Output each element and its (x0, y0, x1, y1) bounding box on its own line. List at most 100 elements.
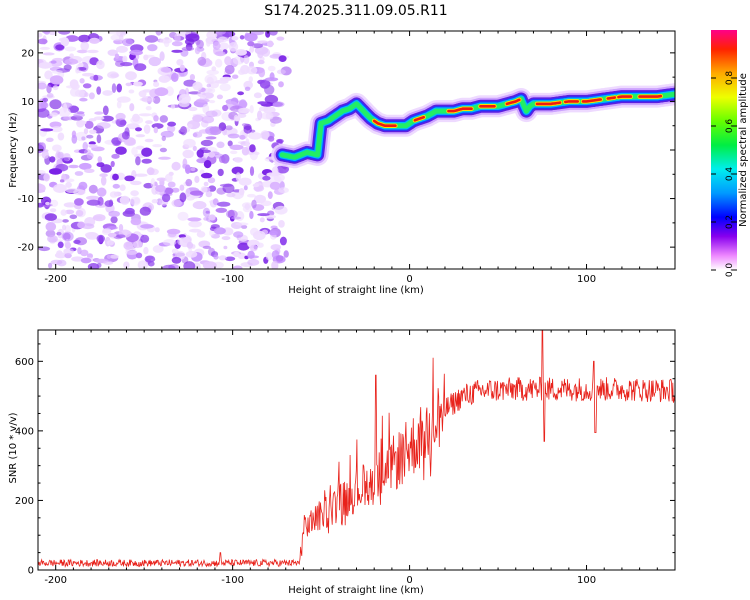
x-tick-label: 0 (406, 274, 412, 285)
noise-blob (114, 53, 120, 59)
noise-blob (45, 222, 57, 232)
ridge-peak-8 (606, 96, 617, 100)
noise-blob (38, 82, 47, 90)
noise-blob (170, 104, 176, 110)
noise-blob (144, 138, 154, 143)
noise-blob (247, 250, 255, 259)
noise-blob (189, 228, 202, 233)
noise-blob (179, 184, 185, 191)
noise-blob (206, 69, 219, 75)
noise-blob (96, 134, 102, 144)
noise-blob (70, 83, 80, 90)
noise-blob (252, 183, 260, 188)
noise-blob (78, 62, 84, 68)
noise-blob (205, 136, 217, 140)
noise-blob (110, 216, 118, 224)
noise-blob (116, 96, 131, 103)
noise-blob (253, 92, 262, 99)
ridge-peak-10 (638, 94, 663, 98)
noise-blob (69, 87, 80, 97)
noise-blob (110, 160, 115, 168)
noise-blob (144, 255, 156, 263)
noise-blob (257, 40, 269, 44)
noise-blob (265, 214, 277, 219)
noise-blob (231, 36, 239, 41)
noise-blob (206, 83, 211, 88)
noise-blob (218, 155, 226, 163)
noise-blob (180, 126, 187, 136)
noise-blob (219, 42, 230, 50)
noise-blob (165, 86, 174, 97)
noise-blob (190, 190, 204, 196)
noise-blob (181, 46, 195, 51)
noise-blob (84, 168, 95, 173)
noise-blob (116, 83, 122, 93)
snr-x-label: Height of straight line (km) (288, 585, 424, 596)
noise-blob (215, 207, 228, 213)
noise-blob (183, 261, 196, 269)
y-tick-label: -10 (18, 194, 34, 205)
noise-blob (93, 74, 99, 81)
noise-blob (269, 181, 281, 190)
noise-blob (143, 54, 155, 58)
noise-blob (133, 81, 143, 87)
noise-blob (246, 66, 258, 75)
noise-blob (171, 187, 180, 193)
noise-blob (82, 141, 88, 151)
noise-blob (241, 123, 248, 127)
noise-blob (238, 188, 245, 196)
noise-blob (200, 186, 208, 193)
noise-blob (140, 224, 154, 229)
noise-blob (244, 32, 258, 42)
noise-blob (80, 257, 92, 264)
noise-blob (217, 201, 231, 207)
noise-blob (164, 187, 174, 195)
noise-blob (138, 113, 152, 117)
noise-blob (129, 49, 143, 56)
noise-blob (156, 177, 167, 182)
noise-blob (38, 153, 43, 157)
noise-blob (162, 264, 176, 269)
noise-blob (212, 198, 219, 206)
noise-blob (279, 236, 287, 246)
noise-blob (77, 49, 87, 54)
noise-blob (171, 72, 179, 82)
noise-blob (134, 63, 147, 71)
noise-blob (194, 175, 200, 183)
noise-blob (151, 123, 164, 129)
noise-blob (97, 156, 103, 163)
noise-blob (60, 209, 67, 216)
noise-blob (132, 240, 143, 248)
noise-blob (38, 170, 46, 175)
noise-blob (151, 199, 158, 204)
noise-blob (276, 69, 286, 75)
noise-blob (143, 246, 149, 255)
noise-blob (100, 176, 107, 186)
ridge-peak-9 (617, 95, 633, 99)
noise-blob (141, 96, 155, 103)
noise-blob (241, 146, 250, 156)
noise-blob (260, 200, 272, 207)
noise-blob (228, 42, 239, 52)
noise-blob (43, 173, 50, 182)
noise-blob (224, 256, 236, 262)
noise-blob (54, 252, 67, 259)
noise-blob (269, 31, 278, 36)
noise-blob (233, 157, 243, 163)
noise-blob (129, 103, 135, 112)
noise-blob (88, 92, 95, 100)
noise-blob (135, 127, 142, 132)
noise-blob (233, 251, 240, 258)
noise-blob (221, 236, 231, 241)
noise-blob (99, 173, 108, 178)
noise-blob (73, 239, 81, 244)
noise-blob (248, 76, 253, 83)
noise-blob (258, 106, 269, 112)
noise-blob (153, 115, 159, 122)
ridge-peak-7 (581, 98, 602, 103)
noise-blob (38, 38, 48, 45)
noise-blob (50, 60, 57, 64)
colorbar-tick-label: 0.8 (725, 71, 735, 86)
noise-blob (119, 119, 127, 126)
